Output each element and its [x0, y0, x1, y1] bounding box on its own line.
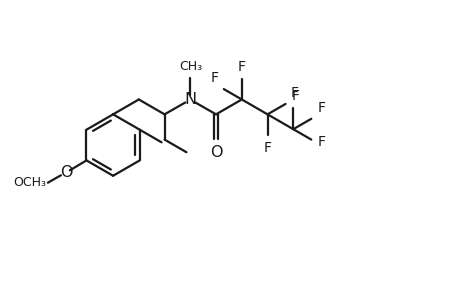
Text: F: F	[290, 86, 298, 100]
Text: F: F	[291, 89, 299, 103]
Text: F: F	[263, 141, 271, 155]
Text: CH₃: CH₃	[179, 60, 202, 73]
Text: OCH₃: OCH₃	[13, 176, 46, 189]
Text: O: O	[209, 145, 222, 160]
Text: F: F	[237, 60, 245, 74]
Text: F: F	[317, 135, 325, 148]
Text: O: O	[60, 165, 72, 180]
Text: F: F	[317, 101, 325, 115]
Text: N: N	[184, 92, 196, 107]
Text: F: F	[210, 71, 218, 85]
